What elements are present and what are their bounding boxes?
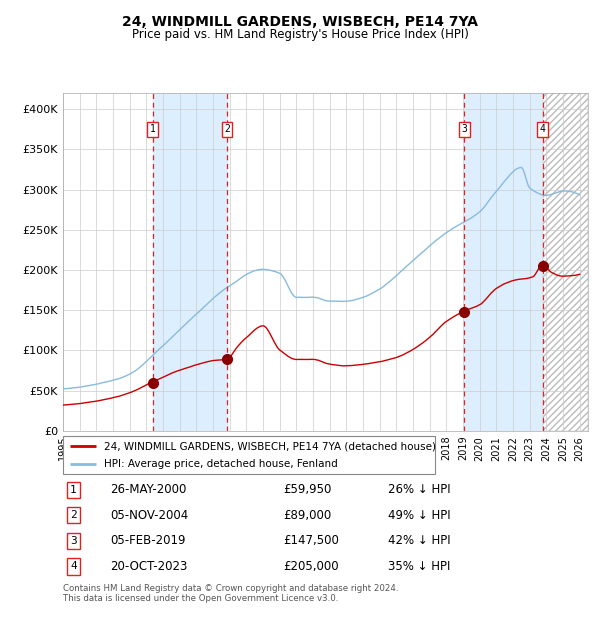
Text: 26% ↓ HPI: 26% ↓ HPI	[389, 483, 451, 496]
Bar	[152, 93, 227, 431]
Text: 1: 1	[70, 485, 77, 495]
Text: Contains HM Land Registry data © Crown copyright and database right 2024.
This d: Contains HM Land Registry data © Crown c…	[63, 584, 398, 603]
Text: 26-MAY-2000: 26-MAY-2000	[110, 483, 187, 496]
Text: 20-OCT-2023: 20-OCT-2023	[110, 560, 188, 573]
Text: 4: 4	[540, 124, 546, 134]
Bar	[543, 93, 588, 431]
Text: 24, WINDMILL GARDENS, WISBECH, PE14 7YA: 24, WINDMILL GARDENS, WISBECH, PE14 7YA	[122, 16, 478, 30]
Text: 35% ↓ HPI: 35% ↓ HPI	[389, 560, 451, 573]
Text: 1: 1	[150, 124, 155, 134]
Text: HPI: Average price, detached house, Fenland: HPI: Average price, detached house, Fenl…	[104, 459, 338, 469]
FancyBboxPatch shape	[63, 436, 435, 474]
Text: Price paid vs. HM Land Registry's House Price Index (HPI): Price paid vs. HM Land Registry's House …	[131, 28, 469, 41]
Text: 3: 3	[461, 124, 467, 134]
Text: £59,950: £59,950	[284, 483, 332, 496]
Text: 42% ↓ HPI: 42% ↓ HPI	[389, 534, 451, 547]
Text: £147,500: £147,500	[284, 534, 340, 547]
Text: 3: 3	[70, 536, 77, 546]
Text: £205,000: £205,000	[284, 560, 339, 573]
Text: 2: 2	[70, 510, 77, 520]
Text: 24, WINDMILL GARDENS, WISBECH, PE14 7YA (detached house): 24, WINDMILL GARDENS, WISBECH, PE14 7YA …	[104, 441, 436, 451]
Bar	[464, 93, 543, 431]
Text: 4: 4	[70, 561, 77, 572]
Text: 49% ↓ HPI: 49% ↓ HPI	[389, 509, 451, 522]
Text: 2: 2	[224, 124, 230, 134]
Text: 05-FEB-2019: 05-FEB-2019	[110, 534, 186, 547]
Text: £89,000: £89,000	[284, 509, 332, 522]
Text: 05-NOV-2004: 05-NOV-2004	[110, 509, 188, 522]
